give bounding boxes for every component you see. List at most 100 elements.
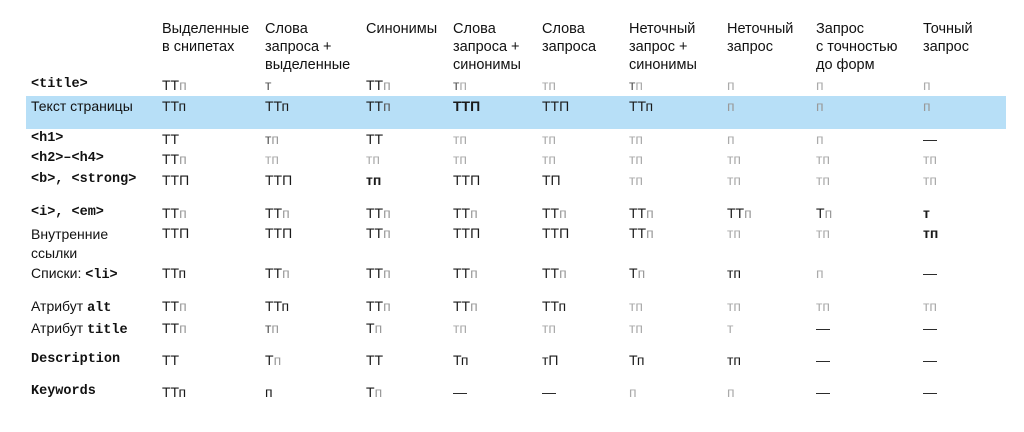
table-cell: тп (366, 172, 382, 188)
table-cell: ТТп (629, 225, 654, 241)
table-cell: тп (629, 320, 643, 336)
row-label: Внутренние ссылки (31, 226, 109, 261)
table-cell: ТТп (453, 205, 478, 221)
table-cell: ТТП (162, 172, 190, 188)
table-cell: п (727, 98, 735, 114)
table-cell: тп (727, 172, 741, 188)
table-cell: тп (629, 151, 643, 167)
table-cell: ТТп (162, 205, 187, 221)
table-cell: тп (265, 131, 280, 147)
table-cell: ТТп (162, 77, 187, 93)
column-header: Неточный запрос (727, 21, 794, 55)
table-cell: ТТп (162, 320, 187, 336)
table-cell: ТТП (265, 172, 293, 188)
column-header: Слова запроса (542, 21, 597, 55)
table-cell: Тп (366, 384, 383, 400)
table-cell: ТТП (265, 225, 293, 241)
table-cell: т (265, 77, 272, 93)
table-cell: тп (727, 265, 741, 281)
table-cell: тп (727, 352, 741, 368)
table-cell: п (923, 98, 931, 114)
table-cell: — (816, 352, 830, 368)
table-cell: ТТП (162, 225, 190, 241)
table-cell: ТТп (629, 98, 654, 114)
table-cell: ТТп (629, 205, 654, 221)
table-cell: ТТП (542, 98, 570, 114)
table-cell: тп (629, 172, 643, 188)
table-cell: Тп (366, 320, 383, 336)
row-label: Текст страницы (31, 98, 133, 114)
table-cell: — (923, 320, 937, 336)
table-cell: ТТп (162, 151, 187, 167)
table-cell: Тп (629, 265, 646, 281)
table-cell: — (542, 384, 556, 400)
column-header: Запрос с точностью до форм (816, 21, 898, 73)
row-label: Description (31, 352, 121, 367)
table-cell: тп (453, 77, 468, 93)
table-cell: ТТ (366, 352, 384, 368)
table-cell: ТТп (366, 298, 391, 314)
table-cell: тп (265, 320, 280, 336)
table-cell: п (816, 77, 824, 93)
highlighted-row-background (26, 96, 1006, 129)
table-cell: тп (453, 131, 467, 147)
table-cell: тП (542, 352, 559, 368)
table-cell: ТТП (453, 98, 481, 114)
column-header: Выделенные в снипетах (162, 21, 250, 55)
row-label: <i>, <em> (31, 205, 104, 220)
table-cell: тп (816, 172, 830, 188)
table-cell: тп (629, 131, 643, 147)
column-header: Неточный запрос + синонимы (629, 21, 697, 73)
column-header: Точный запрос (923, 21, 973, 55)
row-label: Keywords (31, 384, 96, 399)
table-cell: тп (542, 77, 556, 93)
table-cell: п (727, 131, 735, 147)
table-cell: т (923, 205, 930, 221)
table-cell: ТТп (366, 98, 391, 114)
table-cell: тп (542, 320, 556, 336)
table-cell: Тп (629, 352, 645, 368)
table-cell: ТП (542, 172, 561, 188)
table-cell: — (923, 384, 937, 400)
row-label: <b>, <strong> (31, 172, 137, 187)
table-cell: тп (542, 131, 556, 147)
table-cell: ТТП (542, 225, 570, 241)
table-cell: ТТп (162, 98, 187, 114)
table-cell: тп (453, 151, 467, 167)
table-cell: ТТ (162, 352, 180, 368)
table-cell: п (727, 77, 735, 93)
table-cell: — (923, 265, 937, 281)
table-cell: Тп (453, 352, 469, 368)
table-cell: ТТп (727, 205, 752, 221)
table-cell: ТТп (265, 265, 290, 281)
table-cell: ТТп (453, 298, 478, 314)
table-cell: п (265, 384, 273, 400)
table-cell: ТТп (366, 225, 391, 241)
table-cell: п (816, 98, 824, 114)
table-cell: — (923, 352, 937, 368)
table-cell: тп (453, 320, 467, 336)
table-cell: — (923, 131, 937, 147)
table-cell: ТТп (265, 298, 290, 314)
row-label: <h1> (31, 131, 64, 146)
table-cell: тп (629, 77, 644, 93)
table-cell: тп (265, 151, 279, 167)
table-cell: Тп (816, 205, 833, 221)
table-cell: п (727, 384, 735, 400)
table-cell: тп (923, 172, 937, 188)
row-label: <h2>–<h4> (31, 151, 104, 166)
table-cell: тп (816, 225, 830, 241)
table-cell: ТТп (453, 265, 478, 281)
table-cell: тп (923, 225, 939, 241)
row-label: Списки: <li> (31, 265, 118, 283)
table-cell: ТТп (366, 77, 391, 93)
row-label: Атрибут alt (31, 298, 112, 316)
column-header: Слова запроса + синонимы (453, 21, 521, 73)
table-cell: ТТП (453, 225, 481, 241)
table-cell: ТТп (542, 205, 567, 221)
table-cell: тп (727, 151, 741, 167)
column-header: Слова запроса + выделенные (265, 21, 351, 73)
table-cell: ТТп (265, 205, 290, 221)
table-cell: тп (816, 298, 830, 314)
